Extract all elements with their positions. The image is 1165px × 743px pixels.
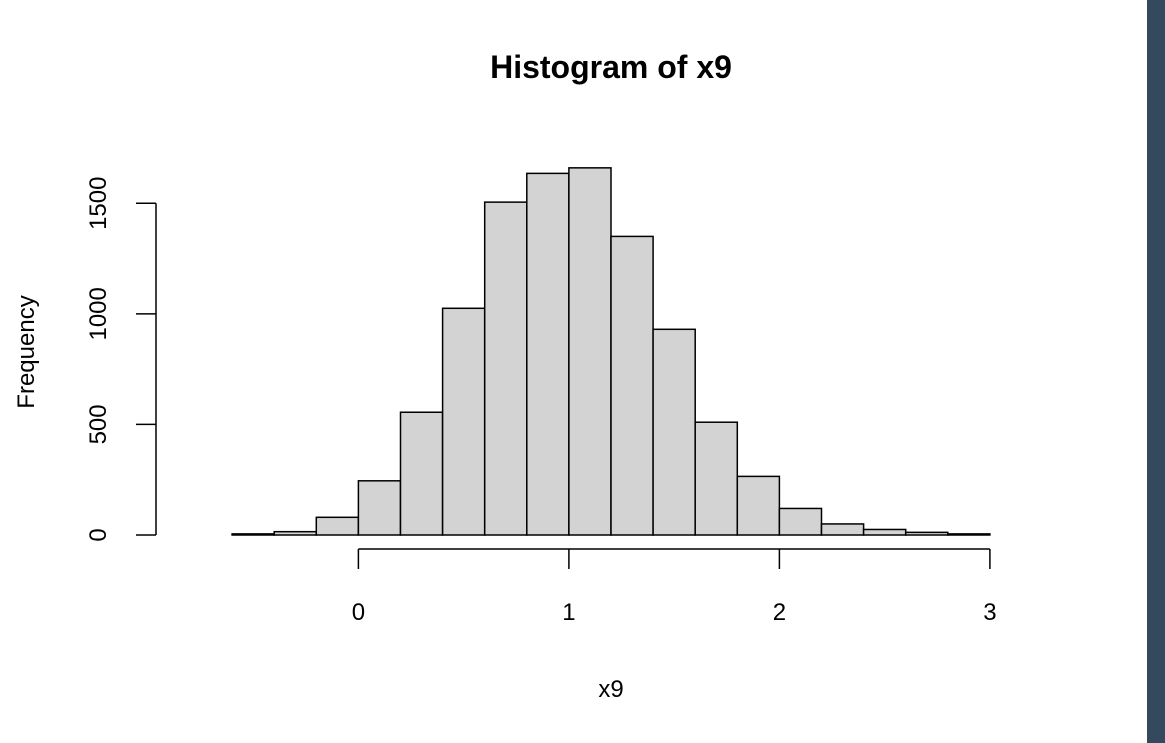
- bar: [357, 480, 402, 536]
- x-tick-label: 0: [352, 599, 365, 626]
- y-tick-label: 500: [85, 404, 112, 444]
- bar: [568, 167, 612, 536]
- bar: [862, 528, 907, 536]
- bar: [694, 421, 739, 536]
- bar: [441, 307, 486, 536]
- bar: [947, 533, 991, 536]
- bar: [820, 523, 865, 536]
- x-axis-label: x9: [598, 676, 623, 703]
- y-axis-label: Frequency: [13, 295, 40, 408]
- y-tick-label: 1500: [85, 177, 112, 230]
- y-tick-label: 0: [85, 528, 112, 541]
- x-tick-label: 2: [773, 599, 786, 626]
- bar: [526, 172, 570, 536]
- x-tick-label: 3: [983, 599, 996, 626]
- bar: [483, 201, 528, 536]
- x-tick-label: 1: [562, 599, 575, 626]
- bar: [904, 531, 949, 536]
- bar: [273, 530, 318, 536]
- y-tick-label: 1000: [85, 287, 112, 340]
- bar: [399, 411, 444, 536]
- bar: [315, 516, 360, 536]
- bar: [778, 507, 823, 536]
- bar: [231, 533, 275, 536]
- side-panel: [1147, 0, 1165, 743]
- bar: [610, 235, 654, 536]
- bar: [736, 475, 781, 536]
- bar: [652, 328, 696, 536]
- chart-title: Histogram of x9: [490, 49, 732, 85]
